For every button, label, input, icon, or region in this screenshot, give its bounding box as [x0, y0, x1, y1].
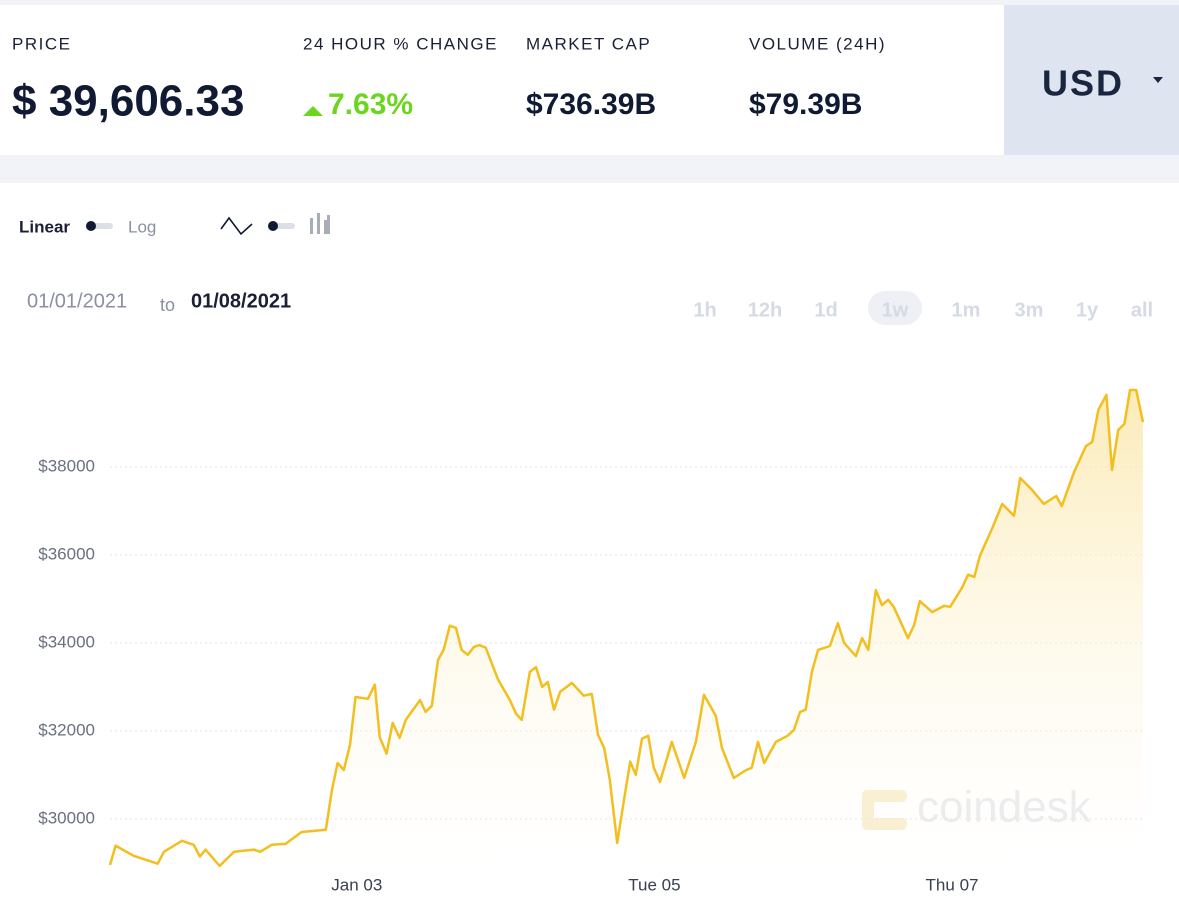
linear-label[interactable]: Linear [19, 217, 70, 236]
x-tick-label: Thu 07 [926, 875, 979, 894]
range-button[interactable]: 1w [882, 299, 909, 321]
range-button[interactable]: 12h [748, 299, 782, 321]
volume-label: VOLUME (24H) [749, 34, 886, 53]
top-band [0, 0, 1179, 5]
range-button[interactable]: 1d [814, 299, 837, 321]
dropdown-caret [1153, 77, 1163, 83]
currency-box[interactable] [1004, 5, 1179, 155]
line-icon[interactable] [220, 216, 253, 236]
y-tick-label: $34000 [38, 632, 95, 651]
price-label: PRICE [12, 34, 71, 53]
area [110, 390, 1143, 866]
range-button[interactable]: 1h [693, 299, 716, 321]
toggle-knob [268, 221, 278, 231]
x-tick-label: Jan 03 [331, 875, 382, 894]
candle-icon[interactable] [310, 213, 330, 234]
log-label[interactable]: Log [128, 217, 156, 236]
up-arrow [303, 106, 323, 116]
price: $ 39,606.33 [12, 77, 244, 126]
y-tick-label: $36000 [38, 544, 95, 563]
date-to-word: to [160, 295, 175, 315]
range-button[interactable]: 3m [1015, 299, 1044, 321]
currency[interactable]: USD [1042, 63, 1124, 104]
range-button[interactable]: all [1131, 299, 1153, 321]
date-to[interactable]: 01/08/2021 [191, 290, 291, 312]
change-label: 24 HOUR % CHANGE [303, 34, 498, 53]
volume: $79.39B [749, 88, 862, 121]
x-tick-label: Tue 05 [628, 875, 680, 894]
price-line [108, 388, 1145, 868]
change: 7.63% [328, 88, 413, 121]
y-tick-label: $38000 [38, 456, 95, 475]
y-tick-label: $32000 [38, 720, 95, 739]
range-button[interactable]: 1m [952, 299, 981, 321]
market-cap-label: MARKET CAP [526, 34, 651, 53]
divider-band [0, 155, 1179, 183]
date-from[interactable]: 01/01/2021 [27, 290, 127, 312]
range-button[interactable]: 1y [1076, 299, 1099, 321]
y-tick-label: $30000 [38, 808, 95, 827]
range-selected-bg [868, 291, 922, 325]
market-cap: $736.39B [526, 88, 656, 121]
toggle-knob [86, 221, 96, 231]
